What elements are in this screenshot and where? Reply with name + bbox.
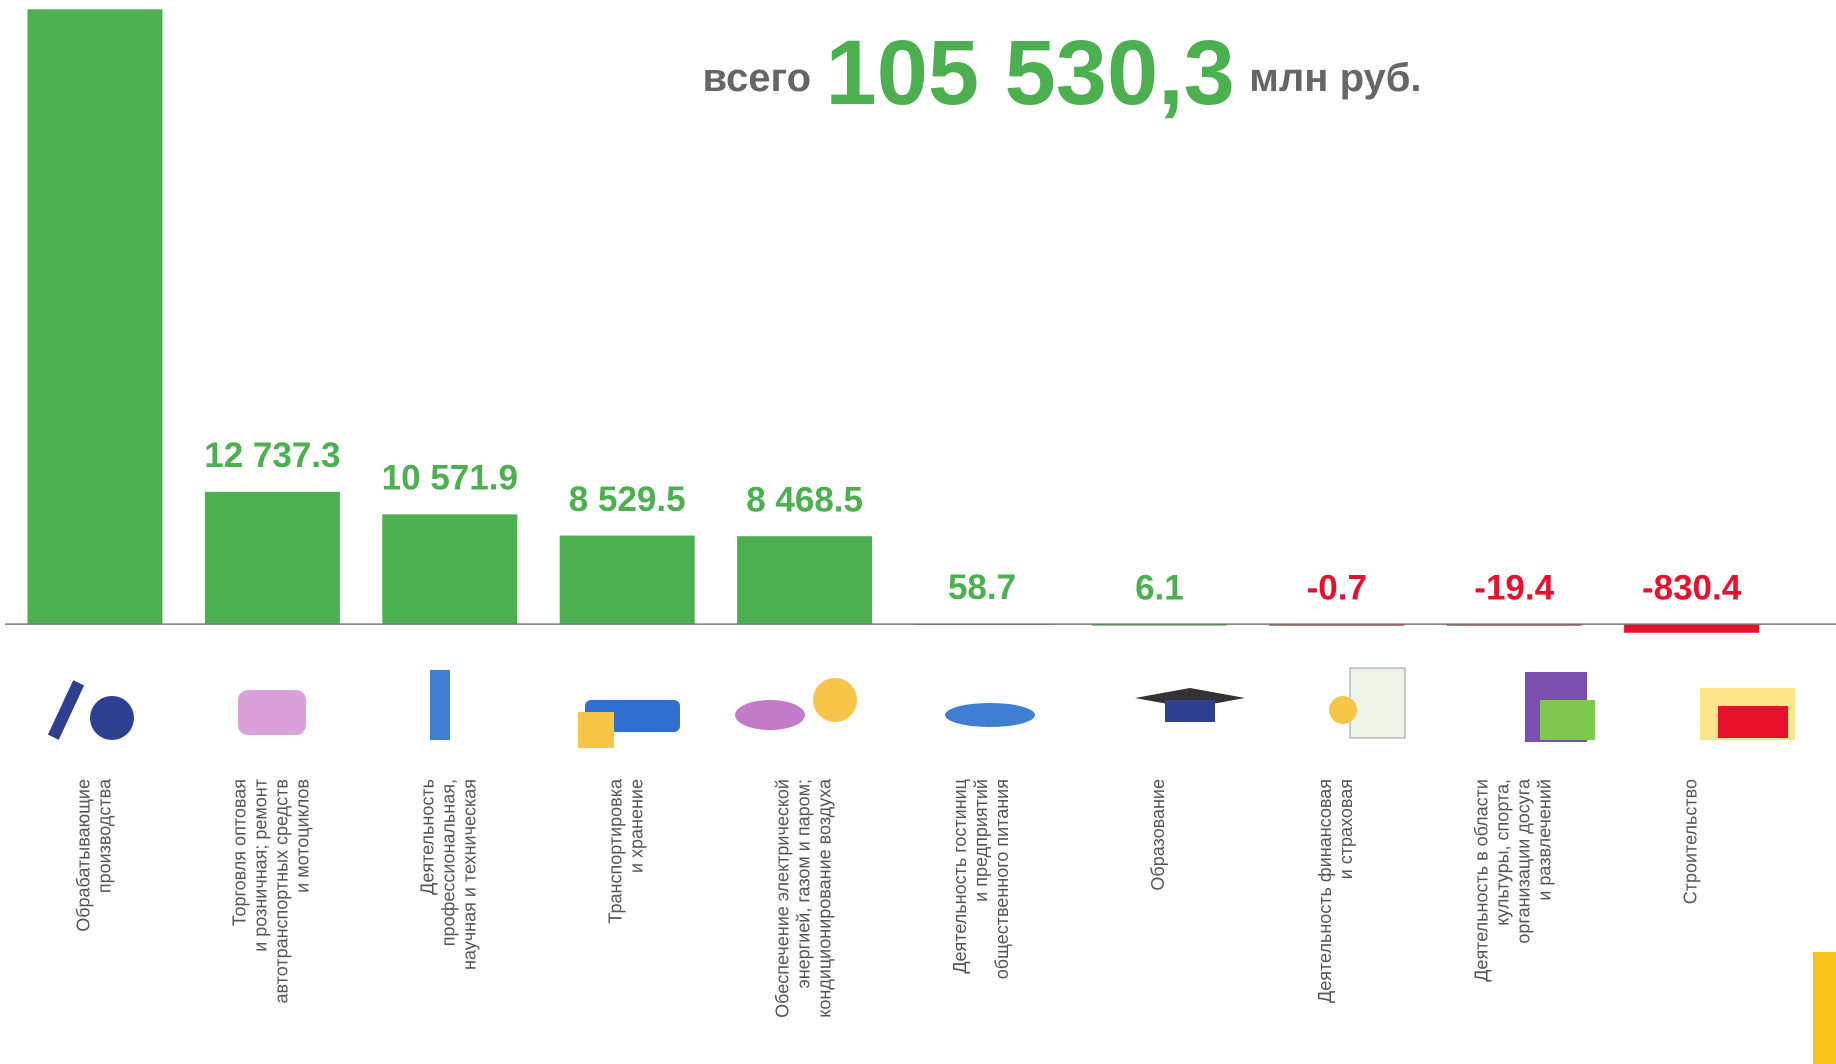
bar	[28, 9, 163, 624]
icon-bulb	[813, 678, 857, 722]
x-tick-label: и развлечений	[1534, 779, 1554, 901]
x-tick-label: научная и техническая	[460, 779, 480, 970]
icon-car	[238, 690, 306, 735]
x-tick-label: Обрабатывающие	[73, 779, 93, 932]
bar	[1624, 624, 1759, 633]
bar	[205, 492, 340, 624]
value-label: -0.7	[1307, 568, 1367, 607]
x-tick-label: и предприятий	[971, 779, 991, 902]
title-total: 105 530,3	[826, 22, 1235, 124]
value-label: 6.1	[1135, 568, 1184, 607]
x-tick-label: Торговля оптовая	[230, 779, 250, 926]
icon-microscope	[430, 670, 450, 740]
corner-decoration	[1813, 952, 1836, 1064]
x-tick-label: Строительство	[1680, 779, 1700, 904]
x-tick-label: и мотоциклов	[293, 779, 313, 893]
x-tick-label: автотранспортных средств	[272, 779, 292, 1003]
icons	[48, 668, 1795, 748]
bar	[737, 536, 872, 624]
icon-ticket	[1540, 700, 1595, 740]
icon-hammer	[48, 680, 84, 739]
x-tick-label: и страховая	[1336, 779, 1356, 879]
title-prefix: всего	[702, 56, 811, 100]
x-tick-label: кондиционирование воздуха	[814, 778, 834, 1018]
x-tick-label: энергией, газом и паром;	[793, 779, 813, 988]
icon-gear	[90, 696, 134, 740]
x-tick-label: организации досуга	[1513, 778, 1533, 944]
value-label: 12 737.3	[204, 436, 340, 475]
x-tick-label: Деятельность в области	[1471, 779, 1491, 982]
value-label: -830.4	[1642, 568, 1742, 607]
icon-bricks	[1718, 706, 1788, 738]
x-tick-label: и розничная; ремонт	[251, 779, 271, 952]
title-unit: млн руб.	[1249, 56, 1421, 100]
icon-box	[578, 712, 614, 748]
x-tick-label: Образование	[1148, 779, 1168, 891]
icon-gas	[735, 700, 805, 730]
bar	[560, 536, 695, 625]
x-tick-label: профессиональная,	[439, 779, 459, 946]
icon-cap-base	[1165, 700, 1215, 722]
bar	[382, 514, 517, 624]
x-tick-label: Обеспечение электрической	[772, 779, 792, 1018]
x-tick-label: Транспортировка	[605, 778, 625, 923]
chart: всего 105 530,3 млн руб. Обрабатывающиеп…	[0, 0, 1836, 1064]
value-label: 10 571.9	[382, 459, 518, 498]
value-label: 58.7	[948, 568, 1016, 607]
chart-title: всего 105 530,3 млн руб.	[702, 22, 1421, 124]
x-tick-label: Деятельность финансовая	[1315, 779, 1335, 1003]
icon-coin	[1329, 696, 1357, 724]
value-label: -19.4	[1474, 568, 1554, 607]
icon-plate	[945, 703, 1035, 727]
x-tick-label: культуры, спорта,	[1492, 779, 1512, 926]
x-tick-label: Деятельность гостиниц	[950, 779, 970, 974]
x-tick-label: и хранение	[626, 779, 646, 873]
x-tick-label: производства	[94, 778, 114, 893]
value-label: 8 529.5	[569, 480, 686, 519]
value-label: 8 468.5	[746, 480, 863, 519]
x-tick-label: общественного питания	[992, 779, 1012, 979]
icon-document	[1350, 668, 1405, 738]
x-tick-label: Деятельность	[418, 779, 438, 895]
